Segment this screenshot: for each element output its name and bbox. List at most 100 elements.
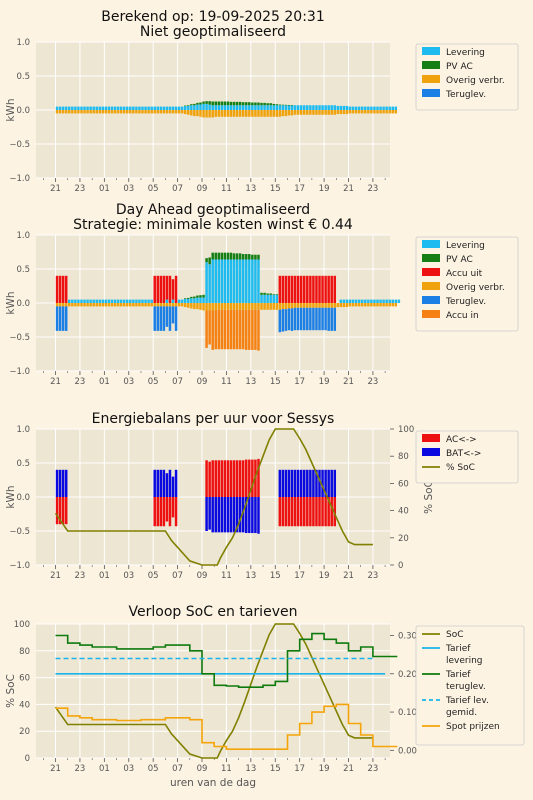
- bar: [394, 303, 398, 307]
- bar: [266, 303, 269, 310]
- bar: [269, 105, 272, 110]
- bar: [299, 469, 303, 497]
- bar: [193, 296, 196, 299]
- bar: [232, 110, 236, 117]
- bar: [315, 497, 318, 527]
- bar: [385, 110, 388, 114]
- bar: [318, 469, 321, 497]
- bar: [223, 252, 227, 260]
- bar: [309, 105, 312, 110]
- x-tick-label: 07: [172, 377, 183, 387]
- bar: [104, 303, 108, 307]
- bar: [333, 110, 337, 115]
- bar: [226, 497, 230, 533]
- legend-label: Accu uit: [446, 269, 483, 279]
- bar: [272, 294, 275, 303]
- y-tick-label: 60: [19, 674, 30, 684]
- chart-title: Day Ahead geoptimaliseerd: [116, 202, 310, 218]
- bar: [208, 461, 211, 497]
- bar: [138, 299, 141, 303]
- bar: [202, 101, 205, 104]
- bar: [272, 294, 275, 295]
- bar: [190, 104, 193, 106]
- bar: [168, 469, 172, 497]
- bar: [318, 303, 321, 308]
- bar: [199, 295, 202, 298]
- x-tick-label: 21: [50, 184, 61, 194]
- legend-label: Levering: [446, 48, 485, 58]
- bar: [263, 110, 266, 117]
- bar: [153, 106, 156, 110]
- bar: [327, 110, 330, 115]
- bar: [266, 294, 269, 303]
- bar: [193, 103, 196, 106]
- y-tick-label: 0.0: [16, 106, 30, 116]
- bar: [119, 299, 123, 303]
- bar: [61, 306, 65, 331]
- bar: [287, 104, 291, 106]
- bar: [183, 298, 187, 303]
- bar: [165, 306, 169, 327]
- chart-title: Verloop SoC en tarieven: [129, 604, 298, 620]
- bar: [171, 497, 175, 518]
- bar: [104, 299, 108, 303]
- bar: [58, 469, 62, 497]
- bar: [238, 101, 242, 106]
- bar: [177, 303, 181, 307]
- x-tick-label: 01: [99, 571, 110, 581]
- bar: [309, 469, 312, 497]
- bar: [199, 104, 202, 110]
- bar: [254, 303, 257, 310]
- bar: [223, 101, 227, 106]
- bar: [278, 104, 282, 106]
- y-tick-label: 1.0: [16, 425, 30, 435]
- bar: [171, 299, 175, 303]
- bar: [312, 105, 315, 110]
- bar: [284, 469, 288, 497]
- y-tick-label: −1.0: [9, 367, 30, 377]
- bar: [122, 303, 126, 307]
- bar: [263, 303, 266, 310]
- bar: [205, 103, 208, 110]
- bar: [214, 110, 217, 117]
- bar: [254, 259, 257, 303]
- bar: [202, 110, 205, 118]
- x-tick-label: 03: [123, 764, 134, 774]
- bar: [278, 309, 282, 333]
- y-right-tick-label: 80: [398, 452, 409, 462]
- bar: [58, 306, 62, 331]
- bar: [330, 307, 333, 331]
- legend-box: [415, 625, 525, 746]
- bar: [345, 303, 349, 308]
- bar: [257, 102, 260, 106]
- bar: [293, 497, 297, 527]
- bar: [241, 460, 245, 497]
- bar: [159, 275, 163, 303]
- bar: [144, 110, 147, 114]
- bar: [92, 299, 95, 303]
- bar: [190, 105, 193, 110]
- bar: [235, 460, 239, 497]
- x-tick-label: 15: [270, 571, 281, 581]
- bar: [193, 303, 196, 310]
- bar: [171, 476, 175, 497]
- bar: [205, 310, 208, 348]
- bar: [309, 275, 312, 303]
- bar: [89, 303, 92, 307]
- y-right-axis-label: % SoC: [423, 480, 435, 514]
- bar: [388, 303, 391, 307]
- bar: [183, 105, 187, 110]
- bar: [223, 309, 227, 350]
- bar: [302, 110, 306, 115]
- bar: [269, 294, 272, 303]
- bar: [324, 497, 327, 527]
- x-tick-label: 01: [99, 184, 110, 194]
- bar: [119, 106, 123, 110]
- bar: [211, 252, 214, 260]
- bar: [238, 259, 242, 303]
- bar: [309, 303, 312, 308]
- bar: [385, 303, 388, 307]
- bar: [187, 298, 190, 303]
- x-tick-label: 07: [172, 571, 183, 581]
- bar: [272, 303, 275, 310]
